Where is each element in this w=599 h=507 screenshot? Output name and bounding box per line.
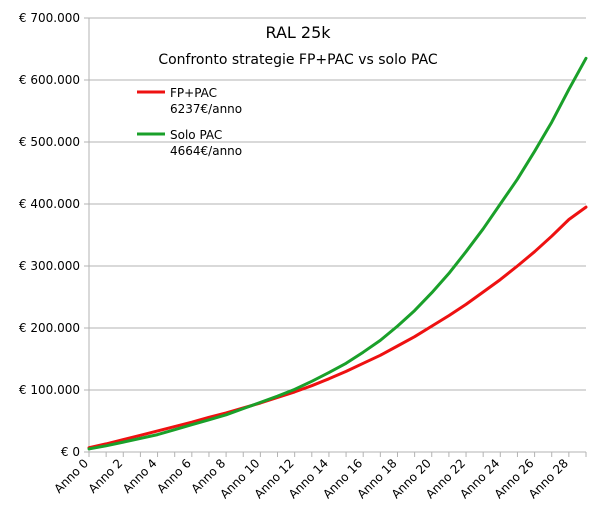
series-line-fp-pac (87, 205, 588, 450)
y-tick-label: € 400.000 (19, 197, 80, 211)
y-tick-label: € 200.000 (19, 321, 80, 335)
y-tick-label: € 700.000 (19, 11, 80, 25)
y-axis: € 0 € 100.000 € 200.000 € 300.000 € 400.000 €… (19, 11, 90, 459)
y-tick-label: € 300.000 (19, 259, 80, 273)
y-tick-label: € 0 (61, 445, 80, 459)
series-lines (87, 56, 588, 451)
legend: FP+PAC 6237€/anno Solo PAC 4664€/anno (137, 86, 242, 158)
y-tick-label: € 600.000 (19, 73, 80, 87)
chart-title: RAL 25k (265, 23, 331, 42)
legend-label-solo-pac: Solo PAC (170, 128, 222, 142)
series-line-solo-pac (87, 56, 588, 451)
chart-subtitle: Confronto strategie FP+PAC vs solo PAC (158, 52, 438, 68)
legend-label-fp-pac: FP+PAC (170, 86, 217, 100)
y-tick-label: € 500.000 (19, 135, 80, 149)
legend-note-fp-pac: 6237€/anno (170, 102, 242, 116)
gridlines (89, 17, 586, 453)
y-tick-label: € 100.000 (19, 383, 80, 397)
legend-note-solo-pac: 4664€/anno (170, 144, 242, 158)
